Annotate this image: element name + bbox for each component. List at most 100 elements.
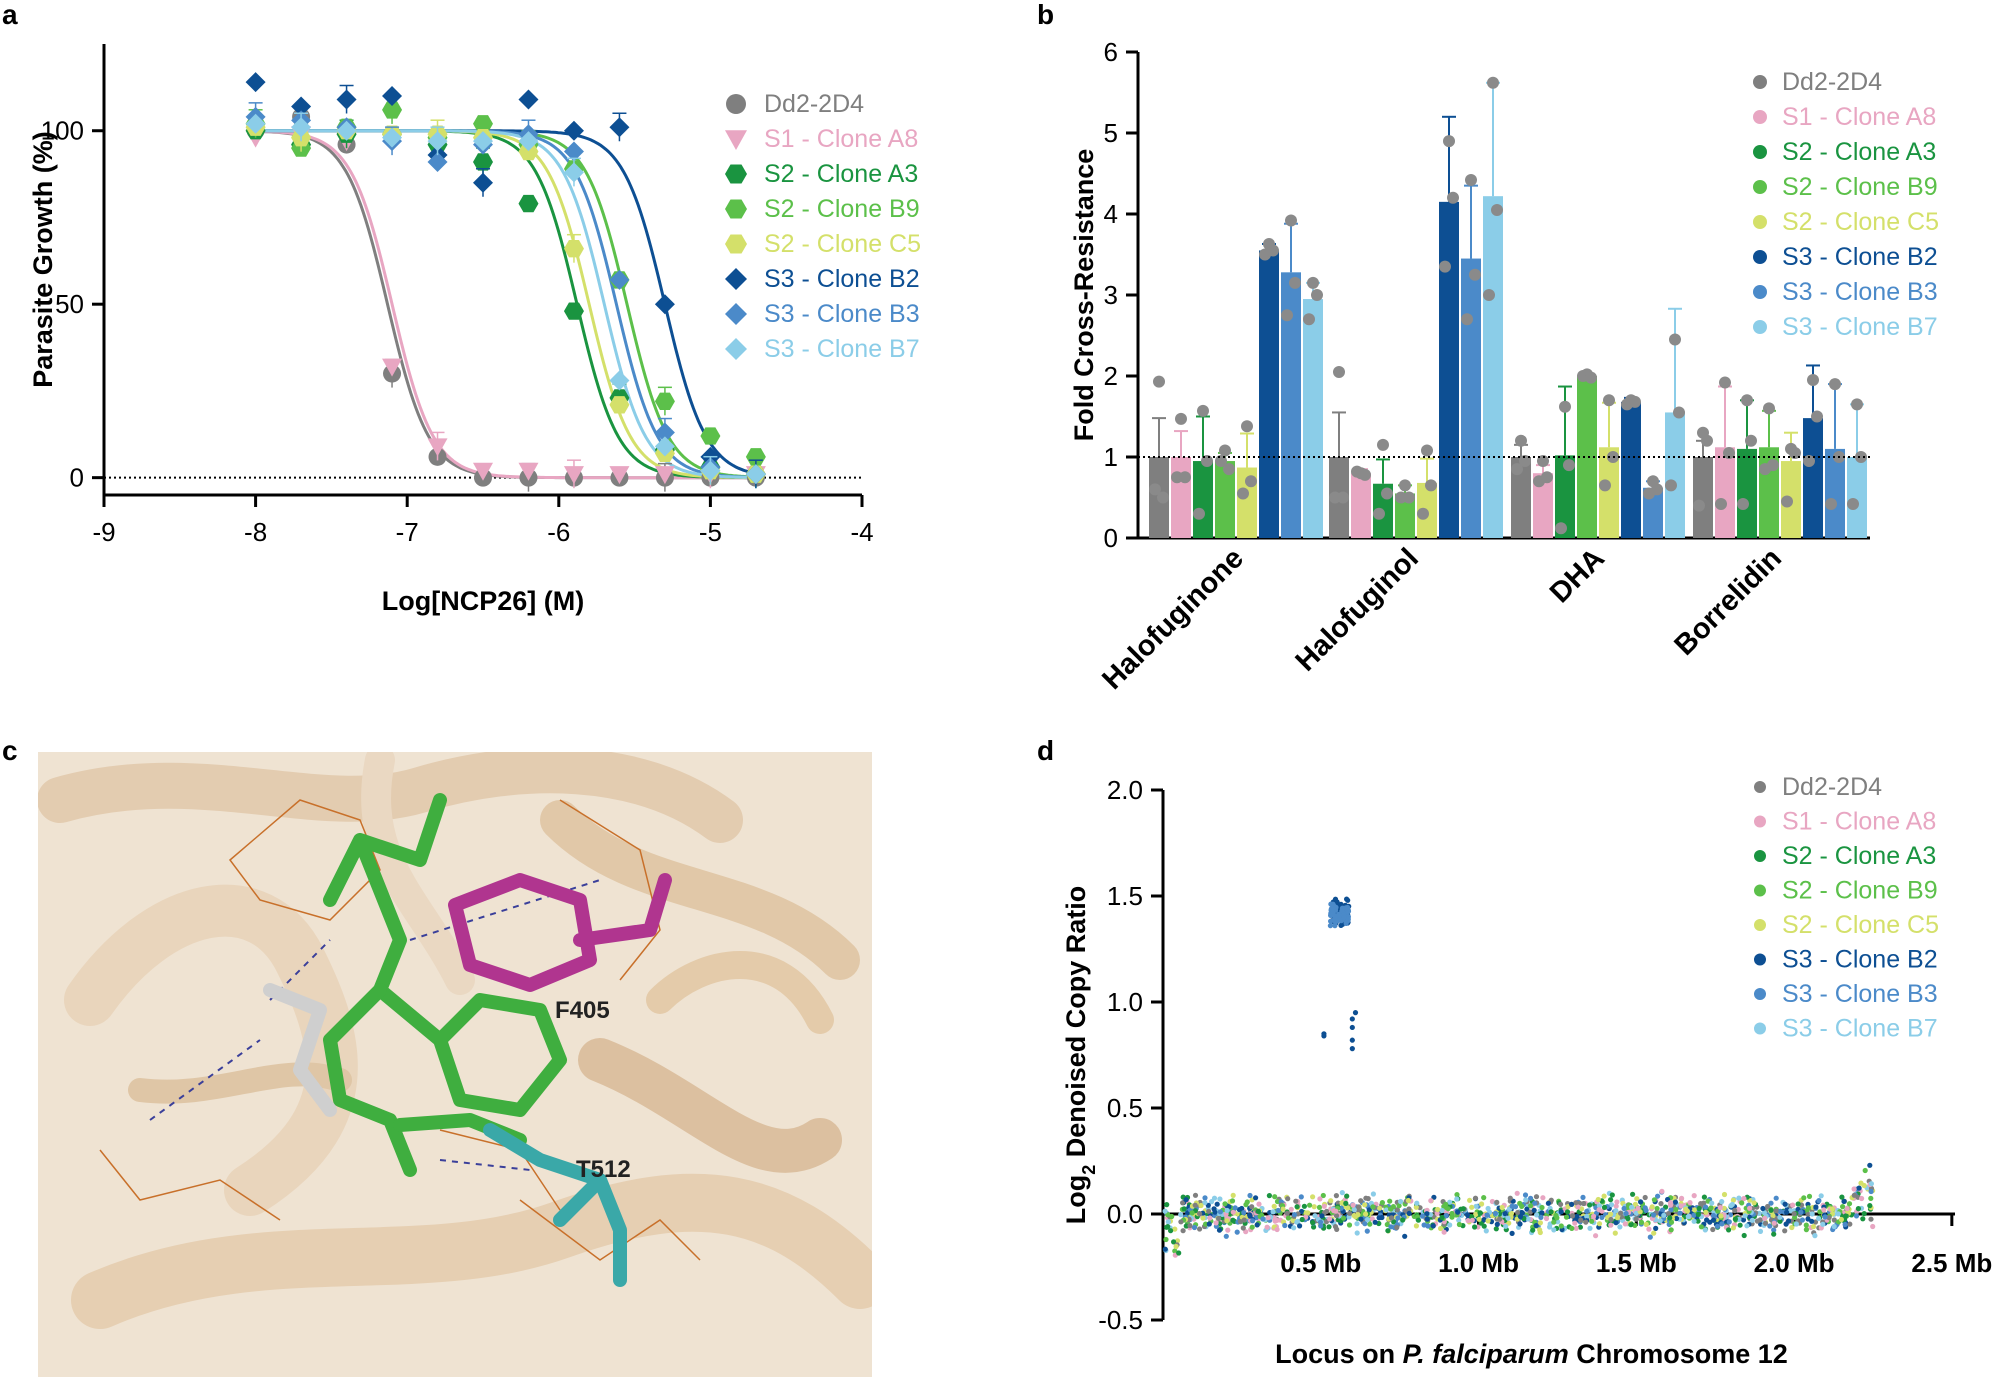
protein-structure-illustration: F405 T512 [38, 752, 872, 1377]
point-s2-clone-b9 [1638, 1219, 1645, 1225]
point-s2-clone-b9 [1388, 1206, 1394, 1212]
fit-curve-dd2-2d4 [255, 129, 756, 480]
point-s3-clone-b3 [1492, 1210, 1498, 1216]
point-s3-clone-b3 [1710, 1212, 1716, 1219]
point-s1-clone-a8 [1687, 1200, 1693, 1206]
point-s2-clone-b9 [1249, 1224, 1255, 1230]
point-s3-clone-b2 [1524, 1206, 1530, 1212]
point-dd2-2d4 [1581, 1200, 1587, 1207]
point-s3-clone-b7 [1178, 1212, 1184, 1218]
point-s1-clone-a8 [1851, 1186, 1857, 1192]
fit-curve-s2-clone-c5 [255, 129, 756, 479]
point-s2-clone-a3 [1861, 1211, 1867, 1217]
point-s3-clone-b2 [1841, 1198, 1847, 1204]
data-point-s2-clone-b9 [382, 101, 403, 119]
replicate-point [1723, 446, 1735, 459]
point-s1-clone-a8 [1596, 1207, 1602, 1213]
x-tick-label: 2.0 Mb [1754, 1248, 1835, 1278]
point-s3-clone-b7 [1820, 1221, 1826, 1227]
replicate-point [1439, 260, 1451, 273]
y-tick-label: 6 [1104, 37, 1118, 67]
legend-marker [1754, 781, 1766, 793]
data-point-s3-clone-b2 [245, 72, 266, 93]
amplified-edge-point [1349, 1016, 1355, 1022]
point-dd2-2d4 [1332, 1224, 1339, 1230]
point-s3-clone-b3 [1703, 1204, 1709, 1210]
point-s3-clone-b7 [1691, 1218, 1697, 1224]
replicate-point [1403, 491, 1415, 504]
point-s2-clone-c5 [1363, 1211, 1369, 1217]
replicate-point [1303, 313, 1315, 326]
point-s2-clone-b9 [1307, 1202, 1313, 1208]
point-s1-clone-a8 [1264, 1224, 1270, 1230]
point-s2-clone-b9 [1172, 1248, 1178, 1254]
replicate-point [1807, 374, 1819, 387]
point-s3-clone-b3 [1768, 1200, 1774, 1206]
replicate-point [1311, 289, 1323, 301]
point-s2-clone-a3 [1400, 1217, 1406, 1223]
point-s3-clone-b7 [1162, 1208, 1168, 1214]
point-s2-clone-c5 [1684, 1208, 1690, 1214]
point-s2-clone-c5 [1721, 1191, 1728, 1198]
legend-entry-s3-clone-b7: S3 - Clone B7 [1782, 313, 1938, 341]
point-s3-clone-b3 [1677, 1210, 1683, 1216]
y-tick-label: 5 [1104, 118, 1118, 148]
point-s3-clone-b7 [1473, 1203, 1479, 1209]
point-dd2-2d4 [1180, 1228, 1186, 1234]
data-point-s3-clone-b7 [518, 131, 539, 152]
point-dd2-2d4 [1618, 1210, 1624, 1216]
point-s1-clone-a8 [1469, 1217, 1475, 1223]
legend-entry-s3-clone-b2: S3 - Clone B2 [1782, 243, 1938, 271]
point-s3-clone-b3 [1773, 1195, 1779, 1201]
x-tick-label: -8 [244, 517, 267, 547]
point-s1-clone-a8 [1317, 1196, 1323, 1202]
legend-entry-s3-clone-b7: S3 - Clone B7 [1782, 1015, 1938, 1043]
point-s2-clone-a3 [1701, 1194, 1707, 1200]
point-s2-clone-a3 [1768, 1207, 1774, 1213]
point-s3-clone-b2 [1319, 1213, 1325, 1219]
y-tick-label: 0 [70, 463, 84, 493]
point-s1-clone-a8 [1741, 1195, 1747, 1202]
point-s2-clone-b9 [1189, 1210, 1195, 1216]
point-s3-clone-b3 [1799, 1217, 1805, 1223]
replicate-point [1847, 497, 1859, 510]
replicate-point [1669, 333, 1681, 346]
point-s3-clone-b2 [1214, 1201, 1220, 1207]
point-s2-clone-b9 [1370, 1204, 1376, 1210]
point-s3-clone-b7 [1587, 1225, 1593, 1231]
point-s3-clone-b3 [1822, 1214, 1828, 1220]
point-s2-clone-a3 [1439, 1214, 1445, 1221]
replicate-point [1491, 203, 1503, 216]
point-s2-clone-c5 [1651, 1230, 1657, 1236]
y-tick-label: 0.5 [1107, 1093, 1143, 1123]
replicate-point [1673, 406, 1685, 419]
point-s3-clone-b7 [1294, 1219, 1300, 1225]
point-s3-clone-b2 [1558, 1209, 1564, 1215]
point-s2-clone-c5 [1467, 1197, 1473, 1203]
legend-entry-s3-clone-b3: S3 - Clone B3 [1782, 980, 1938, 1008]
point-s1-clone-a8 [1613, 1203, 1619, 1209]
point-s3-clone-b3 [1538, 1214, 1544, 1220]
point-dd2-2d4 [1192, 1192, 1199, 1198]
point-s2-clone-a3 [1481, 1223, 1487, 1229]
point-s1-clone-a8 [1321, 1203, 1327, 1209]
legend-marker [1753, 145, 1767, 159]
amplified-point-s3-clone-b2 [1334, 899, 1340, 905]
point-s3-clone-b7 [1534, 1212, 1540, 1218]
replicate-point [1825, 497, 1837, 510]
point-s3-clone-b2 [1856, 1185, 1862, 1191]
point-s3-clone-b3 [1275, 1207, 1281, 1214]
point-s3-clone-b3 [1317, 1219, 1324, 1225]
bar-s2-clone-b9 [1395, 493, 1415, 538]
point-s2-clone-b9 [1445, 1206, 1451, 1212]
point-s2-clone-a3 [1266, 1193, 1272, 1199]
point-s3-clone-b7 [1364, 1217, 1371, 1223]
point-s3-clone-b3 [1842, 1221, 1848, 1228]
amplified-point-s3-clone-b3 [1341, 914, 1347, 921]
point-s2-clone-a3 [1548, 1209, 1554, 1215]
point-s3-clone-b2 [1519, 1210, 1525, 1216]
point-s2-clone-b9 [1698, 1224, 1704, 1230]
point-dd2-2d4 [1497, 1216, 1503, 1222]
ligand-sticks [263, 793, 672, 1287]
point-dd2-2d4 [1324, 1208, 1330, 1214]
